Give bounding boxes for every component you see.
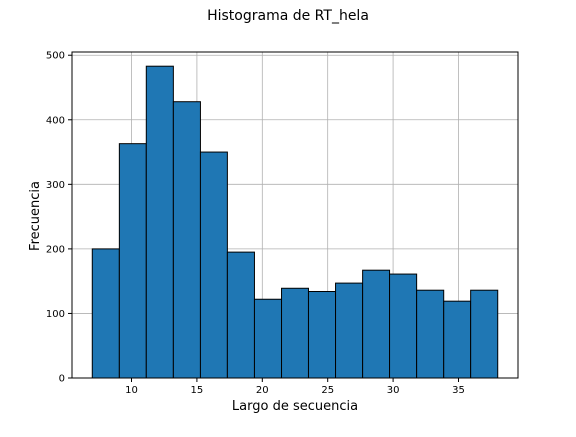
histogram-bar (389, 273, 418, 379)
histogram-bar (253, 298, 283, 379)
x-tick-label: 25 (321, 385, 334, 396)
histogram-bar (91, 248, 120, 379)
histogram-bar (307, 290, 337, 379)
histogram-bar (470, 289, 499, 379)
histogram-bar (416, 289, 445, 379)
chart-title: Histograma de RT_hela (207, 8, 369, 24)
x-tick-label: 20 (256, 385, 269, 396)
y-tick-label: 400 (46, 115, 65, 126)
histogram-bar (226, 251, 255, 379)
plot-frame (71, 51, 519, 379)
x-tick-label: 10 (125, 385, 138, 396)
histogram-bar (281, 287, 309, 379)
y-axis-label: Frecuencia (28, 181, 43, 251)
y-tick-label: 500 (46, 51, 65, 62)
histogram-bar (443, 300, 472, 379)
y-tick-label: 200 (46, 244, 65, 255)
y-tick-label: 0 (59, 374, 65, 385)
histogram-bar (199, 151, 228, 379)
x-tick-label: 35 (452, 385, 465, 396)
x-tick-label: 15 (191, 385, 204, 396)
x-tick-label: 30 (387, 385, 400, 396)
histogram-bar (118, 143, 147, 379)
histogram-bar (362, 269, 391, 379)
y-tick-label: 300 (46, 180, 65, 191)
x-axis-label: Largo de secuencia (232, 399, 358, 414)
histogram-bar (335, 282, 364, 379)
histogram-bar (145, 65, 174, 379)
bars (91, 65, 499, 379)
y-tick-label: 100 (46, 309, 65, 320)
axes: 10 15 20 25 30 35 0 100 200 300 400 500 (46, 51, 519, 396)
histogram-bar (172, 101, 201, 379)
